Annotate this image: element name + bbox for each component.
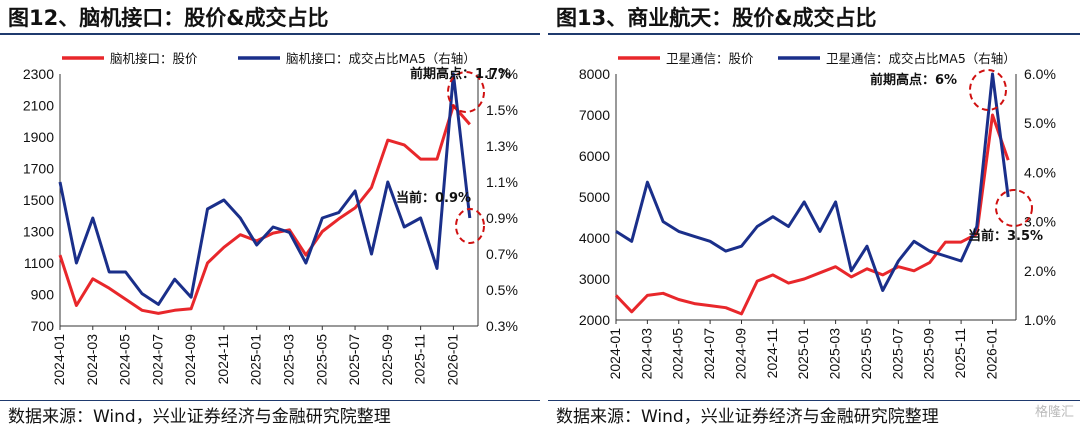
x-tick-label: 2024-09 (182, 334, 198, 386)
x-tick-label: 2025-09 (379, 334, 395, 386)
x-tick-label: 2025-05 (858, 328, 874, 380)
source-note: 数据来源：Wind，兴业证券经济与金融研究院整理 (8, 407, 391, 427)
annotation-label: 当前：3.5% (968, 228, 1043, 244)
y-right-tick-label: 1.1% (486, 174, 518, 190)
annotation-circle (455, 208, 485, 244)
y-left-tick-label: 2300 (23, 66, 54, 82)
y-left-tick-label: 6000 (579, 148, 610, 164)
y-left-tick-label: 7000 (579, 107, 610, 123)
y-left-tick-label: 5000 (579, 189, 610, 205)
y-left-tick-label: 2100 (23, 98, 54, 114)
x-tick-label: 2024-09 (732, 328, 748, 380)
x-tick-label: 2025-03 (827, 328, 843, 380)
y-left-tick-label: 2000 (579, 312, 610, 328)
chart-panel-commercial-space: 图13、商业航天：股价&成交占比 2000 3000 4000 5000 6000 700… (548, 0, 1080, 427)
x-tick-label: 2024-05 (117, 334, 133, 386)
x-tick-label: 2024-01 (607, 328, 623, 380)
series-line-price (58, 104, 471, 315)
source-note: 数据来源：Wind，兴业证券经济与金融研究院整理 (556, 407, 939, 427)
y-left-tick-label: 1900 (23, 129, 54, 145)
y-right-tick-label: 4.0% (1024, 164, 1056, 180)
legend-label: 脑机接口：成交占比MA5（右轴） (286, 51, 476, 66)
y-left-tick-label: 8000 (579, 66, 610, 82)
x-tick-label: 2025-05 (313, 334, 329, 386)
x-tick-label: 2024-05 (670, 328, 686, 380)
annotation-label: 前期高点：6% (870, 72, 957, 88)
y-left-tick-label: 1700 (23, 161, 54, 177)
legend-label: 卫星通信：成交占比MA5（右轴） (826, 51, 1016, 66)
y-left-tick-label: 1100 (24, 255, 54, 271)
y-left-tick-label: 4000 (579, 230, 610, 246)
source-rule (0, 400, 540, 401)
legend-label: 卫星通信：股价 (666, 51, 754, 66)
y-right-tick-label: 6.0% (1024, 66, 1056, 82)
y-right-tick-label: 1.3% (486, 138, 518, 154)
annotation-label: 前期高点：1.7% (410, 66, 511, 82)
x-tick-label: 2024-11 (764, 328, 780, 379)
chart-title: 图12、脑机接口：股价&成交占比 (8, 6, 329, 30)
series-line-turnover-share (615, 72, 1010, 292)
x-tick-label: 2024-07 (149, 334, 165, 386)
annotation-circle (995, 189, 1033, 227)
y-right-tick-label: 0.3% (486, 318, 518, 334)
x-tick-label: 2025-11 (952, 328, 968, 379)
legend-label: 脑机接口：股价 (110, 51, 198, 66)
y-right-tick-label: 0.5% (486, 282, 518, 298)
y-right-tick-label: 1.5% (486, 102, 518, 118)
y-left-tick-label: 900 (31, 287, 55, 303)
y-right-tick-label: 1.0% (1024, 312, 1056, 328)
x-tick-label: 2026-01 (444, 334, 460, 386)
x-tick-label: 2026-01 (983, 328, 999, 380)
annotation-label: 当前：0.9% (396, 190, 471, 206)
title-rule (0, 33, 540, 35)
x-tick-label: 2025-01 (795, 328, 811, 380)
y-right-tick-label: 0.9% (486, 210, 518, 226)
y-right-tick-label: 5.0% (1024, 115, 1056, 131)
x-tick-label: 2025-09 (921, 328, 937, 380)
y-left-tick-label: 1300 (23, 224, 54, 240)
y-left-tick-label: 1500 (23, 192, 54, 208)
x-tick-label: 2025-07 (889, 328, 905, 380)
y-left-tick-label: 3000 (579, 271, 610, 287)
source-rule (548, 400, 1080, 401)
y-right-tick-label: 0.7% (486, 246, 518, 262)
x-tick-label: 2024-03 (84, 334, 100, 386)
x-tick-label: 2025-03 (280, 334, 296, 386)
series-line-turnover-share (58, 72, 472, 306)
annotation-circle (447, 71, 485, 113)
chart-title: 图13、商业航天：股价&成交占比 (556, 6, 877, 30)
x-tick-label: 2024-11 (215, 334, 231, 385)
x-tick-label: 2025-07 (346, 334, 362, 386)
y-left-tick-label: 700 (31, 318, 55, 334)
annotation-circle (969, 69, 1007, 111)
x-tick-label: 2024-07 (701, 328, 717, 380)
x-tick-label: 2025-01 (248, 334, 264, 386)
x-tick-label: 2025-11 (412, 334, 428, 385)
y-right-tick-label: 1.7% (486, 66, 518, 82)
chart-svg: 700 900 1100 1300 1500 1700 1900 2100 2300 0.3% 0.… (23, 51, 518, 386)
y-right-tick-label: 2.0% (1024, 263, 1056, 279)
series-line-price (614, 113, 1010, 316)
x-tick-label: 2024-01 (51, 334, 67, 386)
title-rule (548, 33, 1080, 35)
x-tick-label: 2024-03 (638, 328, 654, 380)
chart-svg: 2000 3000 4000 5000 6000 7000 8000 1.0% 2.0% 3.0%… (579, 51, 1056, 380)
chart-panel-brain-computer: 图12、脑机接口：股价&成交占比 700 900 1100 1300 1500 1700 1… (0, 0, 540, 427)
watermark-logo: 格隆汇 (1034, 405, 1074, 420)
y-right-tick-label: 3.0% (1024, 214, 1056, 230)
